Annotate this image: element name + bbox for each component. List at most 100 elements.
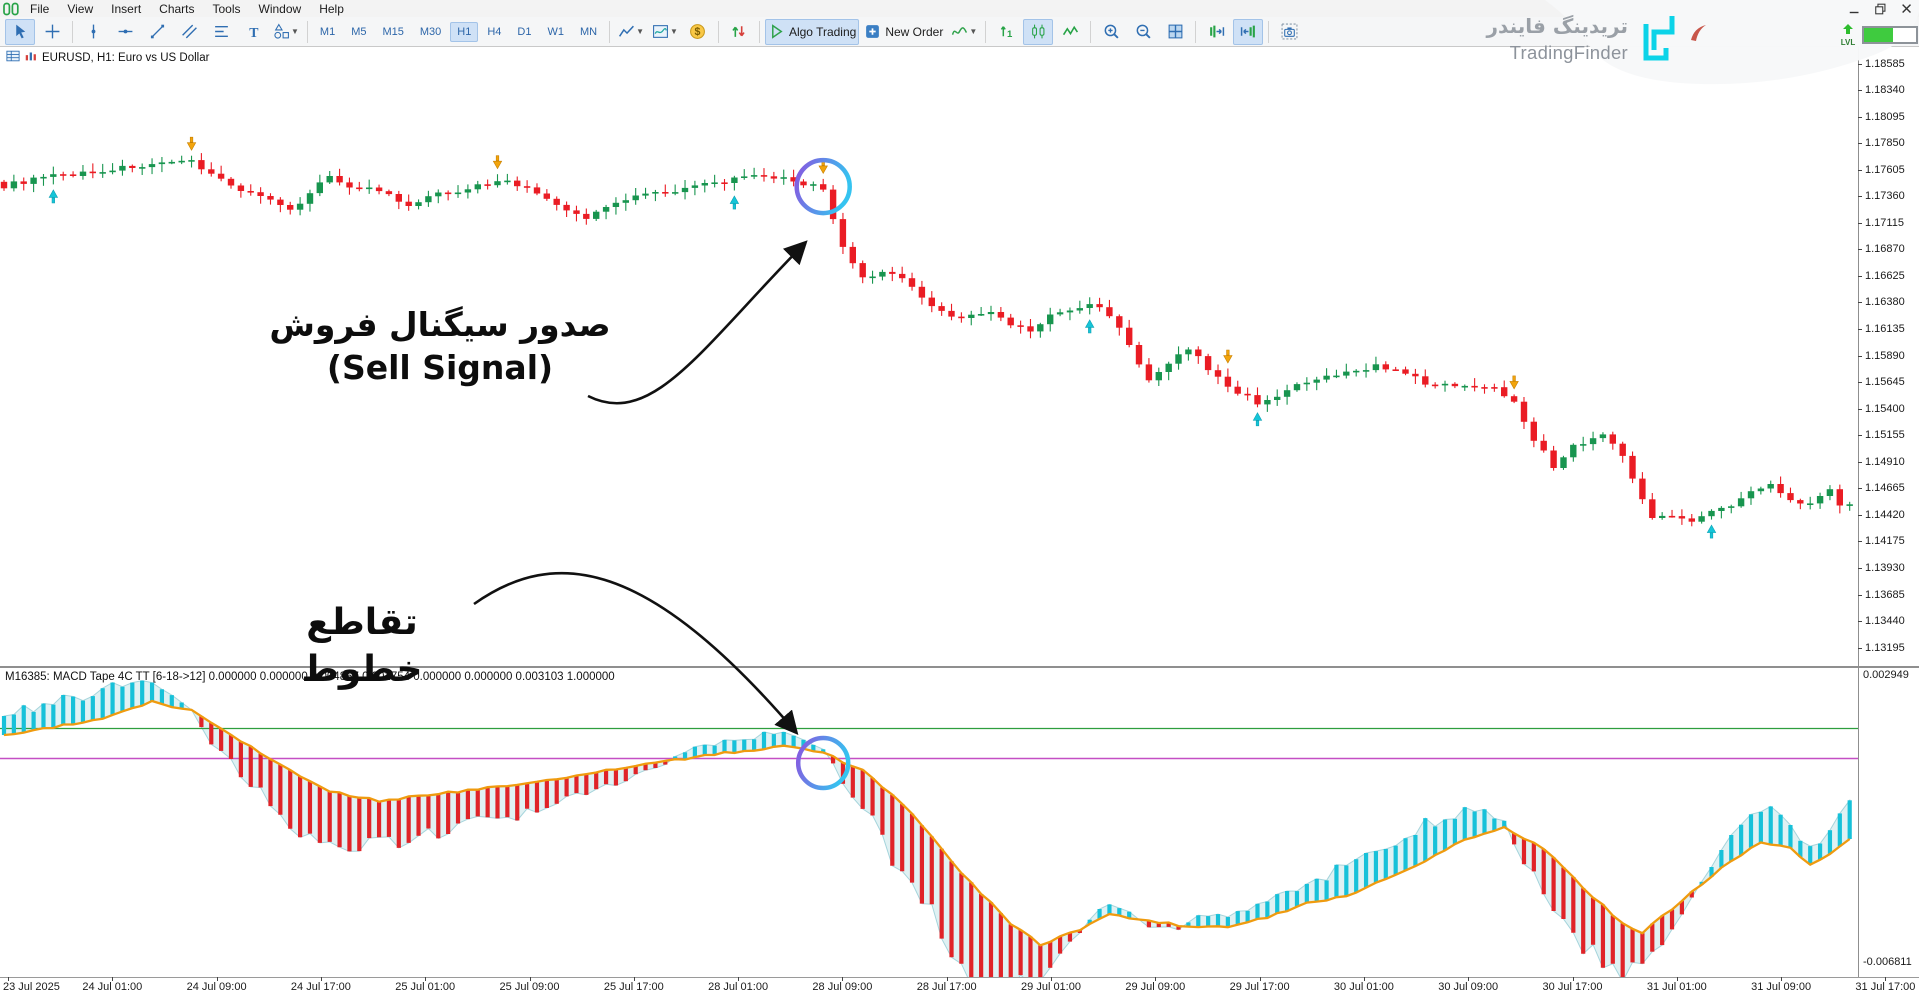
indicator-scale-top: 0.002949 [1863, 669, 1909, 681]
price-axis-tick [1858, 116, 1862, 118]
timeframe-button-mn[interactable]: MN [579, 25, 598, 38]
time-axis-tick [1155, 977, 1157, 981]
price-axis-separator[interactable] [1858, 46, 1859, 977]
timeframe-button-h4[interactable]: H4 [487, 25, 502, 38]
symbol-list-icon [6, 50, 20, 62]
price-axis-tick [1858, 408, 1862, 410]
menu-item-window[interactable]: Window [258, 1, 302, 16]
price-axis-tick [1858, 302, 1862, 304]
zigzag-button[interactable] [1055, 19, 1085, 45]
price-axis-label: 1.16135 [1865, 323, 1905, 335]
screenshot-button[interactable] [1274, 19, 1304, 45]
level-progress-bar [1862, 26, 1918, 44]
timeframe-button-m30[interactable]: M30 [419, 25, 442, 38]
time-axis-label: 25 Jul 09:00 [499, 981, 560, 993]
price-axis-label: 1.17360 [1865, 190, 1905, 203]
restore-button[interactable] [1873, 2, 1889, 15]
menu-item-tools[interactable]: Tools [212, 1, 241, 16]
chevron-down-icon[interactable]: ▼ [636, 27, 645, 36]
indicator-curve-button[interactable]: ▼ [948, 19, 980, 45]
algo-play-icon [771, 24, 783, 39]
shift-left-button[interactable] [1233, 18, 1264, 45]
algo-trading-button[interactable]: Algo Trading [764, 18, 860, 45]
price-axis-tick [1858, 461, 1862, 463]
crosshair-button[interactable] [37, 19, 67, 45]
price-axis-label: 1.15890 [1865, 349, 1905, 362]
chevron-down-icon[interactable]: ▼ [291, 27, 299, 36]
time-axis-label: 31 Jul 01:00 [1646, 981, 1707, 993]
price-chart-canvas[interactable] [0, 46, 1858, 666]
time-axis-tick [8, 977, 9, 981]
watermark-brand-en: TradingFinder [1509, 42, 1628, 63]
price-axis-label: 1.14175 [1865, 535, 1905, 548]
red-brush-icon [1691, 25, 1706, 41]
candles-button[interactable] [1023, 18, 1054, 45]
menu-item-help[interactable]: Help [319, 1, 344, 16]
time-axis-separator [0, 977, 1919, 978]
fibonacci-button[interactable] [206, 19, 236, 45]
channel-icon [181, 24, 197, 39]
sell-signal-marker-icon [1223, 349, 1233, 364]
buy-signal-marker-icon [48, 189, 59, 204]
price-axis-label: 1.13930 [1865, 561, 1905, 574]
zoom-out-icon [1136, 24, 1151, 39]
dollar-button[interactable]: $ [683, 19, 713, 45]
channel-button[interactable] [174, 19, 204, 45]
toolbar-separator [1195, 20, 1197, 43]
scale-updown-button[interactable]: 1 [991, 19, 1021, 45]
indicator-window-button[interactable]: ▼ [649, 19, 681, 45]
shapes-icon [274, 23, 289, 39]
price-axis-label: 1.14910 [1865, 455, 1905, 468]
buy-sell-arrows-button[interactable] [724, 19, 754, 45]
level-progress-fill [1864, 28, 1893, 42]
sell-signal-circle [794, 157, 852, 216]
time-axis-tick [1468, 977, 1470, 981]
indicator-chart-canvas[interactable] [0, 667, 1858, 977]
chevron-down-icon[interactable]: ▼ [969, 27, 978, 36]
menu-item-insert[interactable]: Insert [111, 1, 142, 16]
tile-windows-button[interactable] [1160, 19, 1190, 45]
new-order-button-label: New Order [885, 24, 944, 39]
vertical-line-button[interactable] [78, 19, 108, 45]
time-axis-tick [1051, 977, 1052, 981]
pane-separator[interactable] [0, 666, 1919, 668]
time-axis-tick [1572, 977, 1574, 981]
window-controls [1847, 2, 1915, 15]
tradingfinder-logo-icon [1643, 16, 1675, 61]
timeframe-button-m15[interactable]: M15 [382, 25, 404, 38]
shift-right-button[interactable] [1201, 19, 1231, 45]
close-icon [1902, 3, 1911, 13]
buy-signal-marker-icon [729, 195, 740, 210]
timeframe-button-m5[interactable]: M5 [351, 25, 367, 38]
cursor-button[interactable] [5, 18, 35, 45]
sell-signal-text-en: (Sell Signal) [326, 347, 554, 387]
sell-signal-annotation: صدور سیگنال فروش (Sell Signal) [258, 304, 622, 390]
timeframe-button-m1[interactable]: M1 [319, 25, 336, 38]
menu-item-view[interactable]: View [67, 1, 94, 16]
timeframe-button-d1[interactable]: D1 [517, 25, 532, 38]
trendline-button[interactable] [142, 19, 172, 45]
minimize-button[interactable] [1847, 2, 1863, 15]
menu-item-file[interactable]: File [30, 1, 50, 16]
price-axis-tick [1858, 222, 1862, 224]
fibonacci-icon [214, 26, 228, 37]
timeframe-button-w1[interactable]: W1 [547, 25, 564, 38]
shapes-button[interactable]: ▼ [270, 19, 302, 45]
close-button[interactable] [1899, 2, 1915, 15]
time-axis-tick [1781, 977, 1783, 981]
chevron-down-icon[interactable]: ▼ [670, 27, 678, 36]
buy-signal-marker-icon [1706, 524, 1717, 539]
line-chart-button[interactable]: ▼ [615, 19, 647, 45]
menu-item-charts[interactable]: Charts [159, 1, 195, 16]
timeframe-button-h1[interactable]: H1 [450, 21, 479, 42]
zoom-out-button[interactable] [1128, 19, 1158, 45]
horizontal-line-button[interactable] [110, 19, 140, 45]
tile-windows-icon [1168, 24, 1183, 39]
text-tool-button[interactable]: T [238, 19, 268, 45]
price-axis-tick [1858, 647, 1862, 649]
zoom-in-button[interactable] [1096, 19, 1126, 45]
scale-updown-icon: 1 [1000, 26, 1013, 40]
time-axis-label: 30 Jul 17:00 [1542, 981, 1603, 993]
new-order-button[interactable]: New Order [861, 19, 946, 45]
